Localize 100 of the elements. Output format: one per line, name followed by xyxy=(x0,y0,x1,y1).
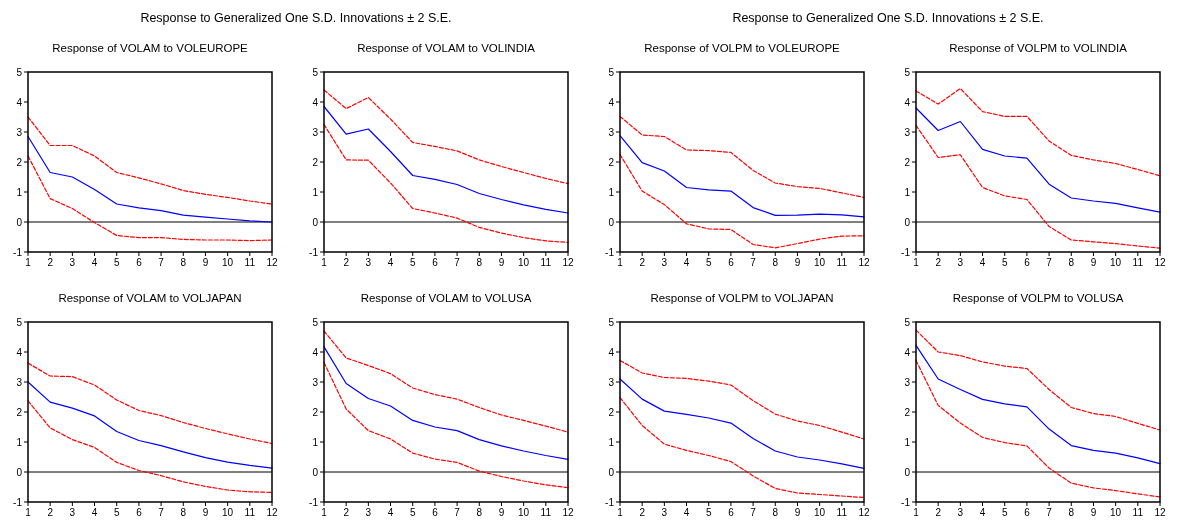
x-tick-label: 1 xyxy=(617,257,624,268)
x-tick-label: 6 xyxy=(728,257,735,268)
x-tick-label: 12 xyxy=(1154,507,1166,518)
x-tick-label: 10 xyxy=(518,257,530,268)
x-tick-label: 5 xyxy=(705,257,712,268)
x-tick-label: 7 xyxy=(1046,257,1053,268)
x-tick-label: 6 xyxy=(432,257,439,268)
x-tick-label: 3 xyxy=(661,507,668,518)
x-tick-label: 5 xyxy=(113,507,120,518)
y-tick-label: 5 xyxy=(312,66,319,78)
x-tick-label: 11 xyxy=(540,507,552,518)
y-tick-label: 3 xyxy=(608,126,615,138)
x-tick-label: 5 xyxy=(409,257,416,268)
x-tick-label: 12 xyxy=(266,257,278,268)
x-tick-label: 8 xyxy=(772,507,779,518)
chart-title: Response of VOLAM to VOLUSA xyxy=(360,292,532,304)
chart-title: Response of VOLPM to VOLEUROPE xyxy=(644,42,841,54)
chart-title: Response of VOLPM to VOLINDIA xyxy=(949,42,1128,54)
x-tick-label: 8 xyxy=(476,507,483,518)
text: Response to Generalized One S.D. Innovations ± 2 S.E. xyxy=(732,11,1044,25)
x-tick-label: 11 xyxy=(836,257,848,268)
y-tick-label: 3 xyxy=(904,376,911,388)
x-tick-label: 6 xyxy=(1024,507,1031,518)
x-tick-label: 12 xyxy=(562,507,574,518)
x-tick-label: 6 xyxy=(1024,257,1031,268)
x-tick-label: 7 xyxy=(454,507,461,518)
y-tick-label: 5 xyxy=(16,66,23,78)
text: Response to Generalized One S.D. Innovations ± 2 S.E. xyxy=(140,11,452,25)
y-tick-label: 0 xyxy=(904,466,911,478)
y-tick-label: 3 xyxy=(904,126,911,138)
x-tick-label: 10 xyxy=(222,257,234,268)
x-tick-label: 12 xyxy=(858,257,870,268)
x-tick-label: 3 xyxy=(957,507,964,518)
y-tick-label: 0 xyxy=(608,466,615,478)
x-tick-label: 8 xyxy=(1068,507,1075,518)
x-tick-label: 1 xyxy=(321,257,328,268)
x-tick-label: 4 xyxy=(979,257,986,268)
x-tick-label: 9 xyxy=(1090,507,1097,518)
x-tick-label: 12 xyxy=(266,507,278,518)
y-tick-label: 4 xyxy=(312,346,319,358)
x-tick-label: 3 xyxy=(69,257,76,268)
x-tick-label: 1 xyxy=(321,507,328,518)
y-tick-label: 1 xyxy=(608,436,615,448)
x-tick-label: 8 xyxy=(180,257,187,268)
x-tick-label: 7 xyxy=(1046,507,1053,518)
x-tick-label: 3 xyxy=(69,507,76,518)
y-tick-label: 2 xyxy=(16,406,23,418)
x-tick-label: 9 xyxy=(202,507,209,518)
y-tick-label: -1 xyxy=(13,496,23,508)
y-tick-label: 0 xyxy=(904,216,911,228)
x-tick-label: 7 xyxy=(158,257,165,268)
y-tick-label: 1 xyxy=(16,436,23,448)
x-tick-label: 7 xyxy=(750,507,757,518)
y-tick-label: 3 xyxy=(16,126,23,138)
x-tick-label: 2 xyxy=(639,507,646,518)
x-tick-label: 11 xyxy=(244,257,256,268)
x-tick-label: 5 xyxy=(705,507,712,518)
x-tick-label: 3 xyxy=(365,507,372,518)
y-tick-label: 5 xyxy=(904,316,911,328)
x-tick-label: 3 xyxy=(957,257,964,268)
y-tick-label: 2 xyxy=(312,156,319,168)
y-tick-label: 4 xyxy=(16,96,23,108)
x-tick-label: 10 xyxy=(814,507,826,518)
x-tick-label: 7 xyxy=(454,257,461,268)
x-tick-label: 11 xyxy=(1132,507,1144,518)
x-tick-label: 2 xyxy=(343,507,350,518)
y-tick-label: 5 xyxy=(904,66,911,78)
y-tick-label: 3 xyxy=(312,126,319,138)
y-tick-label: 2 xyxy=(904,156,911,168)
y-tick-label: 4 xyxy=(312,96,319,108)
x-tick-label: 2 xyxy=(47,507,54,518)
chart-title: Response of VOLPM to VOLUSA xyxy=(952,292,1124,304)
y-tick-label: 4 xyxy=(904,96,911,108)
y-tick-label: 4 xyxy=(608,96,615,108)
x-tick-label: 8 xyxy=(476,257,483,268)
x-tick-label: 10 xyxy=(1110,507,1122,518)
y-tick-label: -1 xyxy=(309,496,319,508)
chart-title: Response of VOLAM to VOLINDIA xyxy=(357,42,536,54)
x-tick-label: 5 xyxy=(1001,507,1008,518)
y-tick-label: 2 xyxy=(16,156,23,168)
x-tick-label: 5 xyxy=(1001,257,1008,268)
x-tick-label: 9 xyxy=(498,507,505,518)
x-tick-label: 4 xyxy=(683,257,690,268)
y-tick-label: 5 xyxy=(16,316,23,328)
x-tick-label: 3 xyxy=(661,257,668,268)
x-tick-label: 1 xyxy=(913,507,920,518)
y-tick-label: 1 xyxy=(312,436,319,448)
y-tick-label: 1 xyxy=(16,186,23,198)
x-tick-label: 4 xyxy=(683,507,690,518)
y-tick-label: -1 xyxy=(605,246,615,258)
y-tick-label: 3 xyxy=(312,376,319,388)
x-tick-label: 9 xyxy=(794,507,801,518)
x-tick-label: 11 xyxy=(540,257,552,268)
x-tick-label: 4 xyxy=(979,507,986,518)
x-tick-label: 10 xyxy=(1110,257,1122,268)
x-tick-label: 12 xyxy=(562,257,574,268)
x-tick-label: 12 xyxy=(1154,257,1166,268)
x-tick-label: 4 xyxy=(387,507,394,518)
y-tick-label: 1 xyxy=(608,186,615,198)
y-tick-label: 0 xyxy=(312,216,319,228)
